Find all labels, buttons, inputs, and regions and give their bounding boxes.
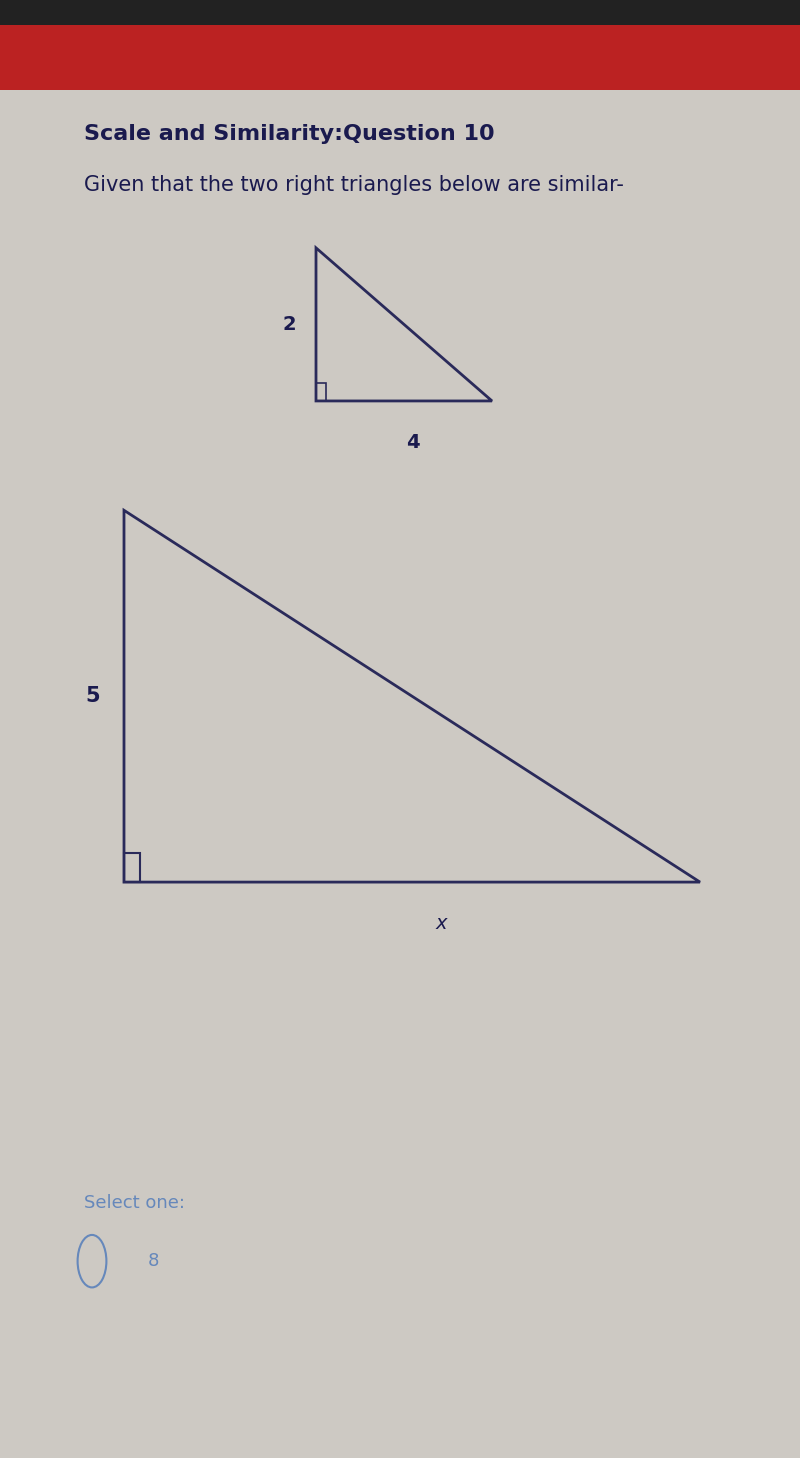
Text: x: x [435, 914, 446, 933]
Text: Scale and Similarity:Question 10: Scale and Similarity:Question 10 [84, 124, 494, 144]
Bar [0, 0, 800, 41]
Bar [316, 383, 326, 401]
Text: 5: 5 [86, 687, 100, 706]
Bar [0, 25, 800, 90]
Text: 2: 2 [282, 315, 296, 334]
Text: 8: 8 [148, 1252, 159, 1270]
Bar [124, 853, 140, 882]
Text: Select one:: Select one: [84, 1194, 185, 1212]
Text: 4: 4 [406, 433, 420, 452]
Text: Given that the two right triangles below are similar-: Given that the two right triangles below… [84, 175, 624, 195]
